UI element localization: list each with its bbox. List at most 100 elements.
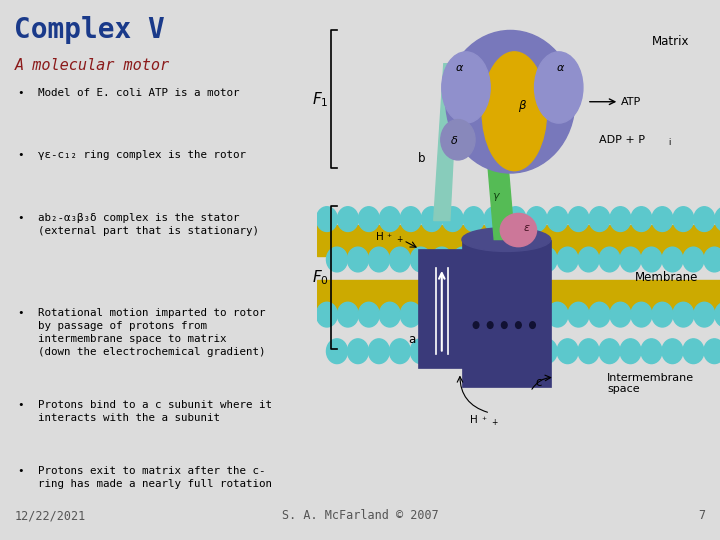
Circle shape	[683, 339, 704, 363]
Text: 7: 7	[698, 509, 706, 522]
Text: •: •	[18, 213, 24, 223]
Circle shape	[421, 302, 442, 327]
Circle shape	[463, 302, 484, 327]
Circle shape	[662, 339, 683, 363]
Circle shape	[501, 322, 507, 328]
Circle shape	[694, 207, 715, 232]
Circle shape	[316, 302, 338, 327]
Circle shape	[516, 339, 536, 363]
Text: H: H	[376, 232, 383, 242]
Circle shape	[610, 302, 631, 327]
Text: Model of E. coli ATP is a motor: Model of E. coli ATP is a motor	[37, 88, 239, 98]
Circle shape	[526, 207, 547, 232]
Circle shape	[568, 207, 589, 232]
Text: •: •	[18, 400, 24, 410]
Circle shape	[463, 207, 484, 232]
Text: H: H	[470, 415, 478, 425]
Circle shape	[620, 339, 641, 363]
Circle shape	[536, 247, 557, 272]
Circle shape	[359, 207, 379, 232]
Text: $F_0$: $F_0$	[312, 268, 329, 287]
Circle shape	[338, 207, 359, 232]
Text: $F_1$: $F_1$	[312, 90, 329, 109]
Text: ab₂-α₃β₃δ complex is the stator
(external part that is stationary): ab₂-α₃β₃δ complex is the stator (externa…	[37, 213, 258, 235]
Circle shape	[410, 339, 431, 363]
Circle shape	[516, 247, 536, 272]
Circle shape	[578, 247, 599, 272]
Text: i: i	[668, 138, 671, 147]
Text: $\beta$: $\beta$	[518, 98, 527, 114]
Circle shape	[359, 302, 379, 327]
Text: c: c	[536, 376, 541, 389]
Circle shape	[484, 302, 505, 327]
Text: $\varepsilon$: $\varepsilon$	[523, 222, 530, 233]
Circle shape	[599, 339, 620, 363]
Circle shape	[683, 247, 704, 272]
Circle shape	[431, 247, 452, 272]
Circle shape	[694, 302, 715, 327]
Circle shape	[641, 247, 662, 272]
Circle shape	[631, 207, 652, 232]
Polygon shape	[433, 64, 458, 220]
Text: •: •	[18, 151, 24, 160]
Text: •: •	[18, 308, 24, 319]
Circle shape	[704, 339, 720, 363]
Circle shape	[547, 207, 568, 232]
Text: a: a	[408, 333, 415, 346]
Text: Protons exit to matrix after the c-
ring has made a nearly full rotation: Protons exit to matrix after the c- ring…	[37, 467, 271, 489]
Circle shape	[641, 339, 662, 363]
Circle shape	[505, 302, 526, 327]
Circle shape	[326, 339, 348, 363]
Text: ATP: ATP	[621, 97, 642, 107]
Text: Membrane: Membrane	[635, 271, 698, 284]
Circle shape	[473, 322, 479, 328]
Circle shape	[348, 339, 369, 363]
Circle shape	[704, 247, 720, 272]
Polygon shape	[486, 145, 514, 240]
Text: Rotational motion imparted to rotor
by passage of protons from
intermembrane spa: Rotational motion imparted to rotor by p…	[37, 308, 265, 357]
Circle shape	[348, 247, 369, 272]
Circle shape	[672, 207, 694, 232]
Circle shape	[599, 247, 620, 272]
Text: Matrix: Matrix	[652, 35, 689, 48]
Circle shape	[410, 247, 431, 272]
Circle shape	[452, 339, 473, 363]
Circle shape	[452, 247, 473, 272]
Text: 12/22/2021: 12/22/2021	[14, 509, 86, 522]
Circle shape	[379, 207, 400, 232]
Text: $\delta$: $\delta$	[450, 134, 458, 146]
Circle shape	[316, 207, 338, 232]
Text: b: b	[418, 152, 426, 165]
Circle shape	[672, 302, 694, 327]
Circle shape	[610, 207, 631, 232]
Text: $^+$: $^+$	[385, 233, 393, 242]
Circle shape	[715, 302, 720, 327]
Circle shape	[369, 247, 390, 272]
Circle shape	[484, 207, 505, 232]
Ellipse shape	[500, 213, 536, 247]
Bar	[418, 249, 466, 368]
Circle shape	[516, 322, 521, 328]
Text: ADP + P: ADP + P	[599, 135, 645, 145]
Circle shape	[557, 339, 578, 363]
Circle shape	[390, 247, 410, 272]
Circle shape	[536, 339, 557, 363]
Circle shape	[421, 207, 442, 232]
Ellipse shape	[441, 119, 475, 160]
Circle shape	[400, 207, 421, 232]
Ellipse shape	[534, 52, 583, 123]
Text: γε-c₁₂ ring complex is the rotor: γε-c₁₂ ring complex is the rotor	[37, 151, 246, 160]
Circle shape	[568, 302, 589, 327]
Text: •: •	[18, 88, 24, 98]
Circle shape	[557, 247, 578, 272]
Bar	[462, 240, 551, 387]
Circle shape	[547, 302, 568, 327]
Text: Complex V: Complex V	[14, 16, 165, 44]
Circle shape	[473, 247, 494, 272]
Circle shape	[369, 339, 390, 363]
Circle shape	[652, 302, 672, 327]
Text: $\alpha$: $\alpha$	[455, 64, 464, 73]
Text: $^+$: $^+$	[480, 416, 487, 424]
Circle shape	[379, 302, 400, 327]
Text: +: +	[396, 235, 402, 244]
